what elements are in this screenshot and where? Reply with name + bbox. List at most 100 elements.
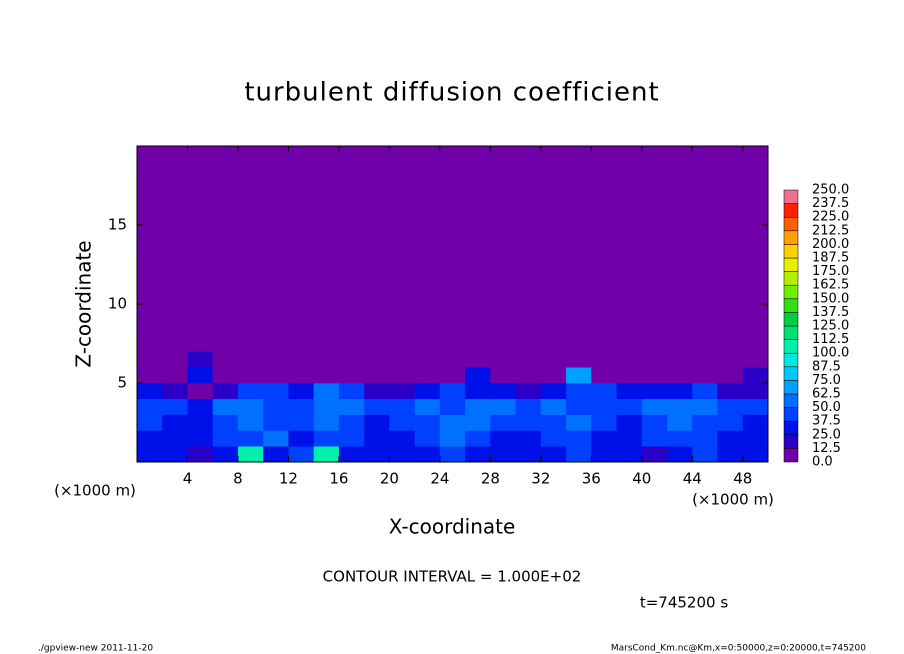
field-cell — [591, 383, 617, 400]
field-cell — [490, 351, 516, 368]
x-axis-label: X-coordinate — [389, 515, 516, 539]
field-cell — [414, 351, 441, 368]
field-cell — [439, 383, 466, 400]
x-tick-label: 40 — [632, 470, 651, 488]
field-cell — [540, 398, 567, 415]
field-cell — [641, 414, 668, 431]
field-cell — [667, 383, 693, 400]
field-cell — [465, 367, 491, 384]
field-cell — [692, 446, 718, 463]
field-cell — [389, 398, 415, 415]
colorbar-swatch — [783, 230, 799, 245]
field-cell — [490, 383, 516, 400]
field-cell — [667, 446, 693, 463]
field-cell — [742, 367, 769, 384]
field-cell — [162, 446, 188, 463]
field-cell — [490, 446, 516, 463]
colorbar-swatch — [783, 339, 799, 354]
field-cell — [338, 351, 365, 368]
field-cell — [338, 398, 365, 415]
colorbar-label: 150.0 — [812, 291, 849, 306]
field-cell — [667, 367, 693, 384]
colorbar-label: 12.5 — [812, 441, 841, 456]
field-cell — [237, 351, 264, 368]
footer-right: MarsCond_Km.nc@Km,x=0:50000,z=0:20000,t=… — [611, 644, 866, 654]
field-cell — [692, 414, 718, 431]
field-cell — [389, 430, 415, 447]
field-cell — [364, 430, 390, 447]
colorbar-label: 100.0 — [812, 346, 849, 361]
colorbar-swatch — [783, 271, 799, 286]
field-cell — [717, 383, 744, 400]
field-cell — [439, 398, 466, 415]
field-cell — [616, 351, 643, 368]
field-cell — [313, 367, 340, 384]
field-cell — [364, 383, 390, 400]
chart-title: turbulent diffusion coefficient — [244, 78, 659, 108]
field-cell — [313, 398, 340, 415]
field-cell — [717, 398, 744, 415]
colorbar-label: 37.5 — [812, 414, 841, 429]
field-cell — [616, 383, 643, 400]
colorbar-label: 25.0 — [812, 427, 841, 442]
colorbar-label: 225.0 — [812, 210, 849, 225]
field-cell — [439, 351, 466, 368]
field-cell — [566, 398, 592, 415]
colorbar-swatch — [783, 189, 799, 204]
field-cell — [364, 398, 390, 415]
field-cell — [288, 383, 314, 400]
field-cell — [515, 446, 542, 463]
colorbar-swatch — [783, 244, 799, 259]
colorbar-swatch — [783, 284, 799, 300]
field-cell — [263, 383, 289, 400]
field-cell — [237, 446, 264, 463]
field-cell — [641, 383, 668, 400]
field-cell — [137, 351, 163, 368]
field-cell — [465, 430, 491, 447]
field-cell — [263, 414, 289, 431]
field-cell — [465, 351, 491, 368]
colorbar-label: 175.0 — [812, 264, 849, 279]
field-cell — [591, 430, 617, 447]
field-cell — [288, 351, 314, 368]
field-cell — [162, 351, 188, 368]
x-tick-label: 48 — [733, 470, 752, 488]
colorbar-label: 137.5 — [812, 305, 849, 320]
field-cell — [439, 414, 466, 431]
field-cell — [364, 367, 390, 384]
time-label: t=745200 s — [640, 594, 728, 612]
x-tick-label: 12 — [279, 470, 298, 488]
field-cell — [338, 430, 365, 447]
contour-interval: CONTOUR INTERVAL = 1.000E+02 — [323, 568, 582, 586]
field-cell — [137, 430, 163, 447]
field-cell — [212, 367, 239, 384]
field-cell — [212, 446, 239, 463]
field-cell — [515, 383, 542, 400]
colorbar-swatch — [783, 203, 799, 218]
field-cell — [288, 430, 314, 447]
field-cell — [263, 430, 289, 447]
field-cell — [591, 351, 617, 368]
field-cell — [717, 430, 744, 447]
x-tick-label: 36 — [582, 470, 601, 488]
field-cell — [641, 430, 668, 447]
field-cell — [137, 446, 163, 463]
field-cell — [137, 414, 163, 431]
colorbar-swatch — [783, 448, 799, 463]
x-tick-label: 24 — [430, 470, 449, 488]
colorbar-swatch — [783, 366, 799, 381]
field-cell — [313, 383, 340, 400]
colorbar-label: 50.0 — [812, 400, 841, 415]
colorbar-swatch — [783, 407, 799, 422]
field-cell — [591, 367, 617, 384]
colorbar-swatch — [783, 393, 799, 408]
field-cell — [540, 383, 567, 400]
field-cell — [162, 367, 188, 384]
field-cell — [187, 414, 214, 431]
field-cell — [187, 351, 214, 368]
colorbar-swatch — [783, 434, 799, 449]
field-cell — [414, 430, 441, 447]
field-cell — [137, 398, 163, 415]
field-cell — [667, 414, 693, 431]
field-cell — [414, 446, 441, 463]
